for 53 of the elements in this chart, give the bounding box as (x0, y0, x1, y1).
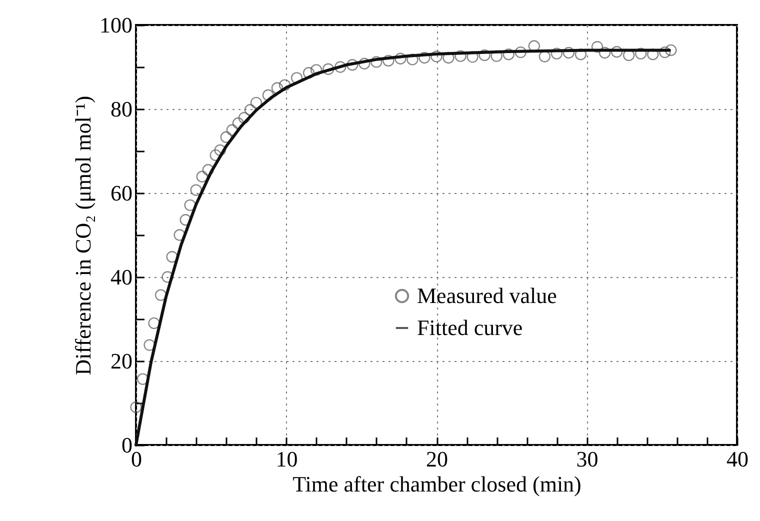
point (610, 46, 623, 58)
point (466, 51, 478, 63)
point (598, 46, 611, 59)
point (370, 56, 382, 68)
point (238, 112, 250, 124)
point (538, 50, 551, 62)
legend-label: Fitted curve (417, 315, 523, 340)
point (454, 50, 466, 62)
point (262, 89, 274, 101)
point (634, 48, 647, 60)
point (502, 48, 514, 60)
point (334, 61, 346, 73)
point (659, 46, 671, 58)
point (591, 41, 604, 53)
y-tick-label: 20 (110, 348, 132, 374)
x-axis-title: Time after chamber closed (min) (292, 472, 582, 496)
point (202, 164, 214, 176)
point (278, 79, 291, 91)
line-series (134, 48, 671, 446)
point (358, 58, 370, 70)
point (562, 46, 575, 59)
point (322, 63, 334, 75)
y-axis-title: Difference in CO₂ (μmol mol⁻¹) (70, 96, 96, 376)
point (418, 52, 430, 64)
y-tick-label: 40 (110, 264, 132, 290)
point (574, 48, 587, 60)
y-tick-label: 60 (110, 180, 132, 206)
point (130, 401, 142, 414)
point (148, 317, 160, 330)
point (665, 44, 677, 56)
point (310, 64, 322, 76)
point (430, 50, 442, 62)
x-tick-label: 20 (426, 446, 448, 472)
point (382, 54, 394, 67)
point (154, 289, 167, 301)
y-tick-label: 80 (110, 96, 132, 122)
y-tick-label: 100 (100, 12, 132, 38)
point (514, 46, 526, 58)
point (214, 144, 226, 156)
point (478, 49, 490, 62)
point (394, 52, 406, 64)
x-tick-label: 30 (576, 446, 598, 472)
point (250, 96, 262, 109)
point (550, 48, 563, 60)
x-tick-label: 10 (276, 446, 298, 472)
x-tick-label: 40 (726, 446, 748, 472)
point (190, 184, 202, 196)
point (162, 271, 174, 283)
point (196, 170, 208, 182)
legend-label: Measured value (417, 283, 557, 308)
point (406, 54, 418, 66)
point (346, 59, 358, 71)
point (302, 67, 315, 79)
